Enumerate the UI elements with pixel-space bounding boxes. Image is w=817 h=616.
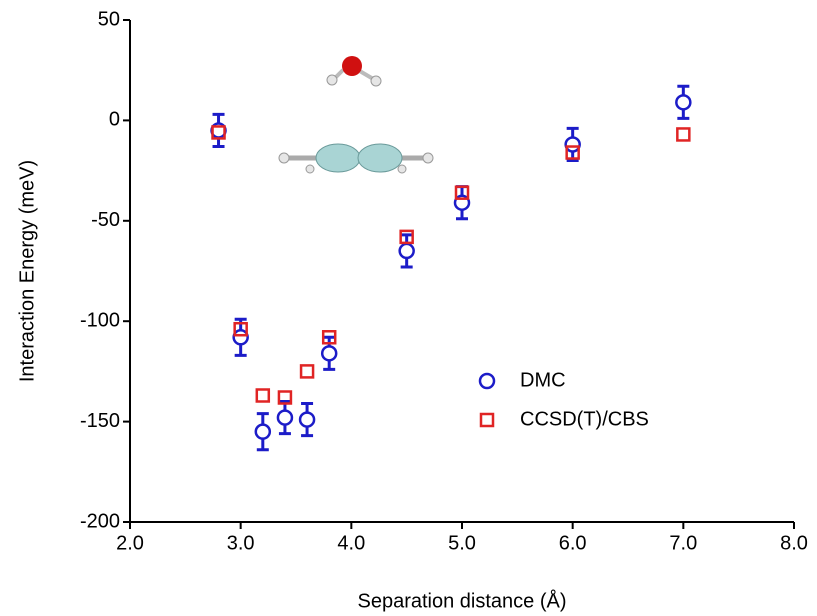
data-point: [299, 364, 315, 379]
legend-label: DMC: [520, 369, 566, 391]
data-point: [255, 388, 271, 403]
x-tick-label: 6.0: [559, 532, 587, 554]
data-point: [454, 185, 470, 200]
legend-marker: [478, 372, 496, 390]
y-tick-label: -150: [80, 410, 120, 432]
data-point: [676, 127, 691, 142]
data-point: [675, 94, 692, 111]
x-axis-label: Separation distance (Å): [357, 589, 566, 612]
y-tick-label: -50: [91, 209, 120, 231]
legend-marker: [479, 412, 495, 428]
data-point: [399, 229, 414, 245]
y-tick-label: -100: [80, 309, 120, 331]
y-tick-label: 50: [98, 8, 120, 30]
molecule-illustration: [278, 56, 434, 174]
data-point: [277, 390, 293, 405]
data-point: [276, 409, 294, 426]
data-point: [398, 242, 415, 260]
data-point: [298, 411, 316, 428]
data-point: [564, 136, 581, 153]
x-tick-label: 7.0: [669, 532, 697, 554]
data-point: [232, 329, 249, 346]
y-tick-label: 0: [109, 109, 120, 131]
data-point: [321, 330, 337, 345]
x-tick-label: 8.0: [780, 532, 808, 554]
x-tick-label: 3.0: [227, 532, 255, 554]
data-point: [211, 125, 226, 140]
y-axis-label: Interaction Energy (meV): [16, 160, 38, 382]
y-tick-label: -200: [80, 510, 120, 532]
legend-label: CCSD(T)/CBS: [520, 408, 649, 430]
data-point: [565, 145, 580, 160]
x-tick-label: 4.0: [337, 532, 365, 554]
data-point: [233, 321, 248, 337]
data-point: [254, 423, 272, 440]
x-tick-label: 5.0: [448, 532, 476, 554]
x-tick-label: 2.0: [116, 532, 144, 554]
data-point: [320, 345, 338, 362]
